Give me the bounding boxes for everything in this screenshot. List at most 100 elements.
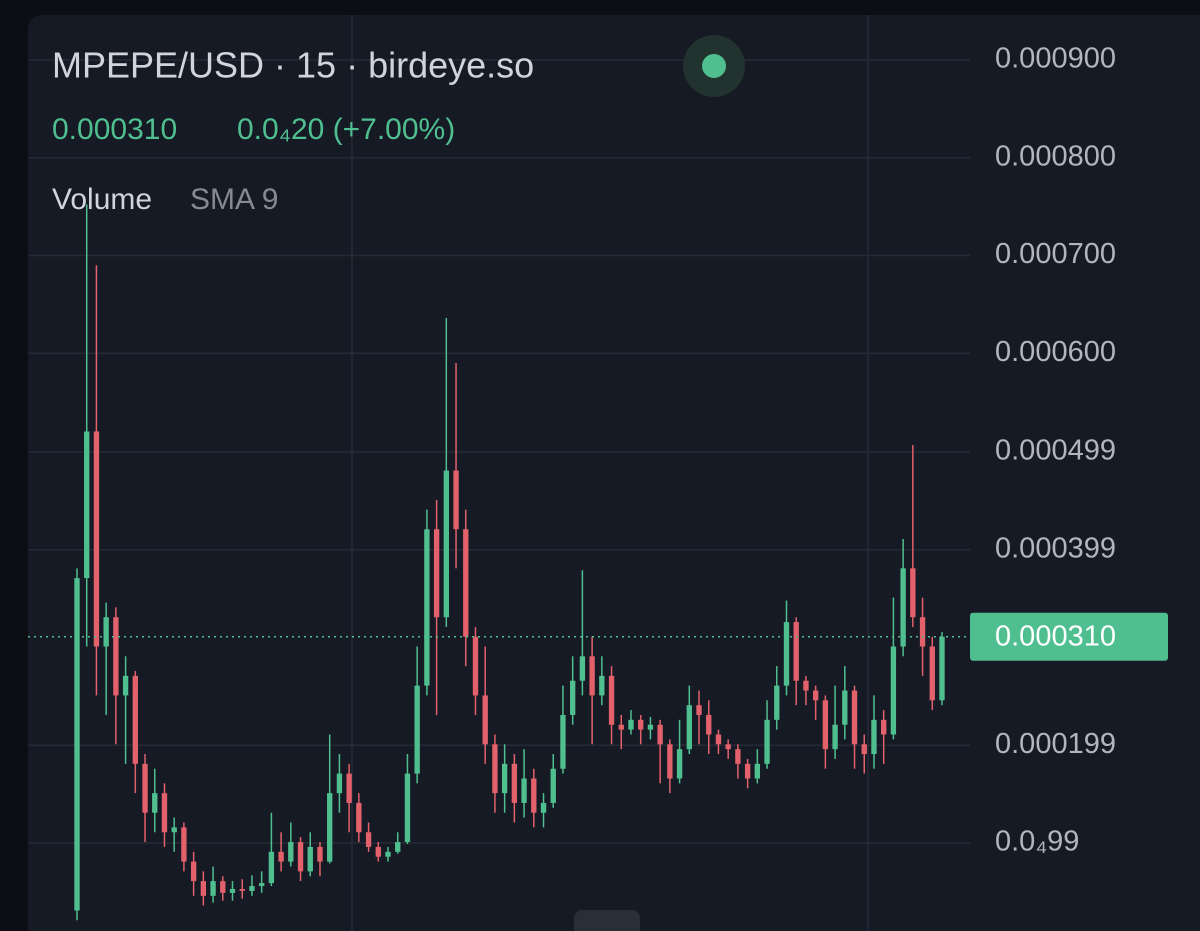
last-price: 0.000310 bbox=[52, 113, 177, 146]
candle-body bbox=[628, 719, 634, 730]
candle-body bbox=[210, 881, 216, 896]
candle-body bbox=[249, 886, 255, 891]
candle-body bbox=[842, 690, 848, 725]
candle-body bbox=[881, 719, 887, 735]
candle-body bbox=[696, 705, 702, 715]
candle-body bbox=[375, 846, 381, 857]
y-tick-label: 0.000800 bbox=[995, 140, 1116, 172]
candle-body bbox=[346, 773, 352, 803]
candle-body bbox=[463, 529, 469, 637]
candle-body bbox=[754, 763, 761, 779]
candle-body bbox=[268, 851, 275, 884]
candle-body bbox=[919, 617, 926, 647]
y-tick-label: 0.000399 bbox=[995, 532, 1116, 564]
candle-body bbox=[579, 656, 586, 681]
candle-body bbox=[793, 622, 799, 681]
candle-body bbox=[812, 690, 819, 701]
candle-body bbox=[113, 617, 119, 696]
candle-body bbox=[618, 724, 624, 730]
candle-body bbox=[560, 714, 566, 769]
candle-body bbox=[540, 802, 547, 813]
status-dot bbox=[702, 54, 726, 78]
candle-body bbox=[803, 680, 809, 691]
candle-body bbox=[657, 724, 663, 745]
chart-title: MPEPE/USD · 15 · birdeye.so bbox=[52, 45, 534, 86]
candle-body bbox=[327, 793, 333, 862]
candle-body bbox=[871, 719, 877, 755]
candle-body bbox=[929, 646, 935, 701]
candle-body bbox=[288, 842, 294, 862]
candle-body bbox=[774, 685, 780, 720]
candle-body bbox=[647, 724, 654, 730]
candles bbox=[74, 204, 945, 921]
candle-body bbox=[570, 680, 576, 715]
candle-body bbox=[910, 568, 916, 618]
candle-body bbox=[453, 470, 459, 530]
candle-body bbox=[74, 578, 80, 911]
y-tick-label: 0.000700 bbox=[995, 238, 1116, 270]
candle-body bbox=[307, 846, 313, 872]
indicator-name: Volume bbox=[52, 183, 152, 216]
candle-body bbox=[725, 744, 731, 750]
candle-body bbox=[638, 719, 644, 730]
candle-body bbox=[715, 734, 722, 745]
candle-body bbox=[171, 827, 177, 833]
candle-body bbox=[258, 883, 265, 887]
candle-body bbox=[482, 695, 488, 745]
candle-body bbox=[521, 778, 527, 803]
candle-body bbox=[501, 763, 508, 794]
candle-body bbox=[531, 778, 537, 813]
indicator-setting: SMA 9 bbox=[190, 183, 278, 216]
last-price-label: 0.000310 bbox=[995, 620, 1116, 652]
candle-body bbox=[365, 832, 372, 847]
candle-body bbox=[511, 763, 518, 803]
candle-body bbox=[900, 568, 906, 647]
last-price-box bbox=[970, 612, 1168, 661]
candle-body bbox=[220, 881, 226, 893]
candle-body bbox=[492, 744, 498, 794]
candle-body bbox=[395, 842, 401, 852]
candle-body bbox=[152, 793, 158, 813]
candle-body bbox=[190, 861, 197, 882]
candle-body bbox=[84, 431, 90, 579]
candle-body bbox=[93, 431, 100, 647]
candle-body bbox=[424, 529, 430, 686]
candle-body bbox=[297, 842, 304, 872]
candle-body bbox=[229, 888, 236, 893]
candle-body bbox=[939, 636, 945, 701]
candle-body bbox=[783, 622, 790, 686]
candle-body bbox=[142, 763, 148, 813]
candle-body bbox=[404, 773, 411, 843]
y-tick-label: 0.000499 bbox=[995, 435, 1116, 467]
candle-body bbox=[132, 675, 138, 764]
candle-body bbox=[608, 675, 615, 725]
candle-body bbox=[433, 529, 440, 618]
candle-body bbox=[667, 744, 673, 779]
candle-body bbox=[181, 827, 187, 862]
chart-panel bbox=[28, 15, 1200, 931]
candle-body bbox=[744, 763, 751, 779]
candle-body bbox=[764, 719, 770, 764]
y-tick-label: 0.000199 bbox=[995, 728, 1116, 760]
y-tick-label: 0.0₄99 bbox=[995, 826, 1079, 858]
candle-body bbox=[676, 749, 683, 779]
overlay: 0.000900 0.000800 0.000700 0.000600 0.000499… bbox=[28, 43, 1168, 858]
candle-body bbox=[822, 700, 829, 750]
candle-body bbox=[861, 744, 867, 755]
candle-body bbox=[414, 685, 420, 774]
candle-body bbox=[735, 749, 741, 764]
scroll-button[interactable] bbox=[574, 910, 640, 931]
candle-body bbox=[472, 636, 479, 696]
candle-body bbox=[832, 724, 838, 750]
candle-body bbox=[890, 646, 897, 735]
y-tick-label: 0.000600 bbox=[995, 336, 1116, 368]
candle-body bbox=[278, 851, 284, 862]
candle-body bbox=[599, 675, 605, 696]
candle-body bbox=[443, 470, 449, 618]
candle-body bbox=[706, 714, 712, 735]
candle-body bbox=[851, 690, 858, 745]
candle-body bbox=[686, 705, 692, 750]
candle-body bbox=[385, 851, 391, 857]
